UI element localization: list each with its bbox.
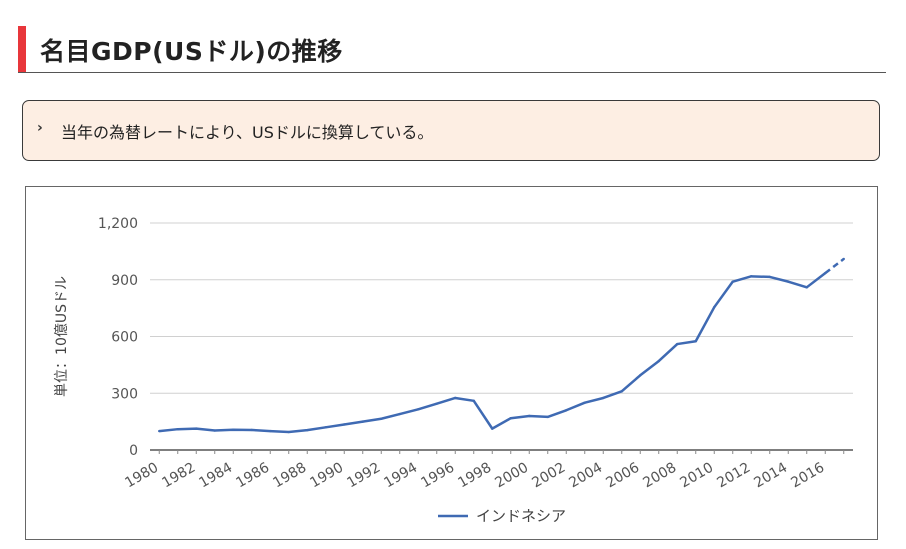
data-point (824, 271, 827, 275)
x-tick-label: 1994 (381, 460, 420, 492)
data-point (694, 340, 697, 343)
data-point (509, 417, 512, 420)
note-text: 当年の為替レートにより、USドルに換算している。 (61, 123, 434, 142)
data-point (713, 305, 716, 309)
data-point (269, 429, 272, 433)
data-point (287, 430, 290, 434)
x-tick-label: 1996 (418, 460, 457, 492)
y-tick-label: 300 (111, 386, 138, 402)
note-box: › 当年の為替レートにより、USドルに換算している。 (22, 100, 880, 161)
data-point (454, 396, 457, 400)
x-tick-label: 2000 (492, 460, 531, 492)
data-point (768, 275, 771, 279)
data-point (528, 414, 531, 418)
data-point (176, 427, 179, 431)
x-tick-label: 1984 (196, 460, 235, 492)
data-point (324, 426, 327, 429)
x-tick-label: 1988 (270, 460, 309, 492)
data-point (676, 342, 679, 346)
x-tick-label: 1998 (455, 460, 494, 492)
y-tick-label: 0 (129, 443, 138, 459)
data-point (583, 401, 586, 404)
data-point (639, 374, 642, 377)
y-tick-label: 1,200 (98, 216, 138, 232)
x-tick-label: 1992 (344, 460, 383, 492)
x-tick-label: 1986 (233, 460, 272, 492)
data-point (195, 427, 198, 430)
series-line-estimate (824, 257, 845, 275)
data-point (232, 428, 235, 431)
y-tick-label: 900 (111, 273, 138, 289)
y-axis-title: 単位：10億USドル (54, 276, 70, 397)
title-accent-bar (18, 26, 26, 72)
x-tick-label: 1990 (307, 460, 346, 492)
x-tick-label: 1980 (122, 460, 161, 492)
data-point (417, 408, 420, 411)
data-point (602, 396, 605, 400)
x-tick-label: 2014 (751, 460, 790, 492)
x-tick-label: 2006 (603, 460, 642, 492)
x-tick-label: 2012 (714, 460, 753, 492)
data-point (361, 420, 364, 423)
y-tick-label: 600 (111, 330, 138, 346)
chart-frame: 0 300 600 900 1,200 1980 1982 1984 1986 1988 1990 1… (25, 186, 878, 540)
x-tick-label: 1982 (159, 460, 198, 492)
data-point (805, 286, 808, 289)
data-point (546, 415, 549, 419)
page-title: 名目GDP(USドル)の推移 (40, 37, 343, 66)
series-line-actual (159, 272, 827, 434)
data-point (380, 417, 383, 420)
data-point (306, 428, 309, 432)
data-point (158, 429, 161, 433)
data-point (250, 428, 253, 432)
data-point (472, 399, 475, 403)
data-point (565, 409, 568, 412)
chevron-right-icon: › (37, 120, 43, 136)
x-tick-label: 2002 (529, 460, 568, 492)
x-tick-label: 2010 (677, 460, 716, 492)
x-tick-label: 2008 (640, 460, 679, 492)
data-point (620, 390, 623, 393)
data-point (491, 427, 494, 430)
data-point (657, 359, 660, 363)
data-point (731, 280, 734, 283)
data-point (842, 257, 845, 261)
gdp-line-chart: 03006009001,2001980198219841986198819901… (54, 216, 853, 525)
data-point (398, 412, 401, 416)
data-point (343, 423, 346, 426)
data-point (213, 429, 216, 432)
data-point (787, 280, 790, 283)
data-point (750, 275, 753, 278)
x-tick-label: 2016 (788, 460, 827, 492)
legend-label: インドネシア (476, 507, 566, 525)
section-header: 名目GDP(USドル)の推移 (18, 26, 886, 73)
x-tick-label: 2004 (566, 460, 605, 492)
data-point (435, 402, 438, 405)
